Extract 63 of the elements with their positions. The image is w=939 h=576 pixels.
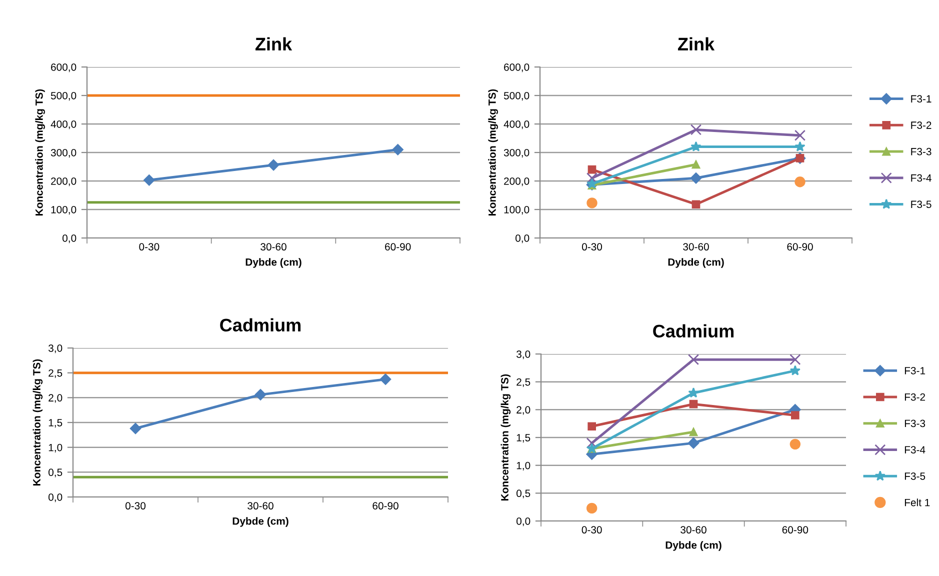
y-tick-label: 0,0 [516, 518, 530, 526]
y-tick-label: 0,0 [62, 234, 76, 244]
y-tick-label: 1,5 [516, 434, 530, 443]
x-tick-label: 30-60 [260, 243, 286, 251]
y-tick-label: 3,0 [48, 344, 62, 354]
legend-label: F3-3 [904, 420, 926, 428]
chart-title: Zink [255, 37, 292, 50]
y-tick-label: 2,0 [48, 394, 62, 403]
chart-title: Cadmium [653, 324, 734, 338]
y-axis-title: Koncentration (mg/kg TS) [32, 359, 43, 486]
y-tick-label: 1,5 [48, 419, 62, 428]
legend-label: F3-4 [904, 446, 926, 454]
legend-label: F3-1 [904, 366, 926, 374]
x-tick-label: 60-90 [372, 502, 398, 510]
y-tick-label: 400,0 [504, 120, 530, 130]
y-tick-label: 0,0 [516, 234, 530, 244]
x-tick-label: 30-60 [680, 526, 706, 534]
y-axis-title: Koncentration (mg/kg TS) [35, 89, 45, 216]
legend-label: F3-5 [911, 200, 932, 208]
legend-label: F3-2 [904, 393, 926, 401]
x-tick-label: 30-60 [683, 243, 709, 251]
y-tick-label: 0,5 [48, 468, 62, 478]
x-tick-label: 60-90 [782, 526, 808, 534]
y-tick-label: 0,5 [516, 490, 530, 498]
y-tick-label: 2,0 [516, 406, 530, 415]
y-tick-label: 1,0 [48, 444, 62, 452]
y-tick-label: 300,0 [50, 149, 76, 158]
x-axis-title: Dybde (cm) [246, 258, 302, 268]
y-tick-label: 3,0 [516, 350, 530, 360]
legend-label: F3-5 [904, 472, 926, 480]
y-tick-label: 1,0 [516, 462, 530, 470]
legend-label: F3-4 [911, 174, 932, 182]
x-tick-label: 30-60 [248, 502, 274, 510]
y-tick-label: 600,0 [504, 64, 530, 72]
x-axis-title: Dybde (cm) [666, 541, 722, 551]
x-tick-label: 0-30 [125, 502, 146, 510]
y-tick-label: 200,0 [504, 178, 530, 186]
x-axis-title: Dybde (cm) [232, 517, 288, 527]
y-axis-title: Koncentration (mg/kg TS) [488, 89, 498, 216]
x-tick-label: 0-30 [139, 243, 160, 251]
x-axis-title: Dybde (cm) [668, 258, 724, 268]
y-tick-label: 2,5 [516, 378, 530, 387]
y-tick-label: 500,0 [50, 92, 76, 101]
x-tick-label: 0-30 [582, 243, 602, 251]
chart-title: Cadmium [220, 318, 301, 332]
y-tick-label: 400,0 [50, 120, 76, 130]
x-tick-label: 0-30 [582, 526, 602, 534]
y-axis-title: Koncentration (mg/kg TS) [500, 374, 511, 500]
legend-label: F3-1 [911, 95, 932, 103]
y-tick-label: 200,0 [51, 178, 76, 186]
y-tick-label: 2,5 [48, 369, 62, 378]
y-tick-label: 300,0 [504, 149, 530, 158]
x-tick-label: 60-90 [385, 243, 411, 251]
y-tick-label: 100,0 [51, 206, 76, 215]
legend-label: F3-2 [911, 122, 932, 129]
legend-label: Felt 1 [904, 498, 930, 506]
x-tick-label: 60-90 [787, 243, 813, 251]
y-tick-label: 0,0 [48, 494, 62, 502]
y-tick-label: 100,0 [504, 206, 530, 215]
y-tick-label: 500,0 [504, 92, 530, 101]
y-tick-label: 600,0 [51, 64, 76, 72]
legend-label: F3-3 [911, 148, 932, 156]
chart-title: Zink [678, 37, 715, 50]
